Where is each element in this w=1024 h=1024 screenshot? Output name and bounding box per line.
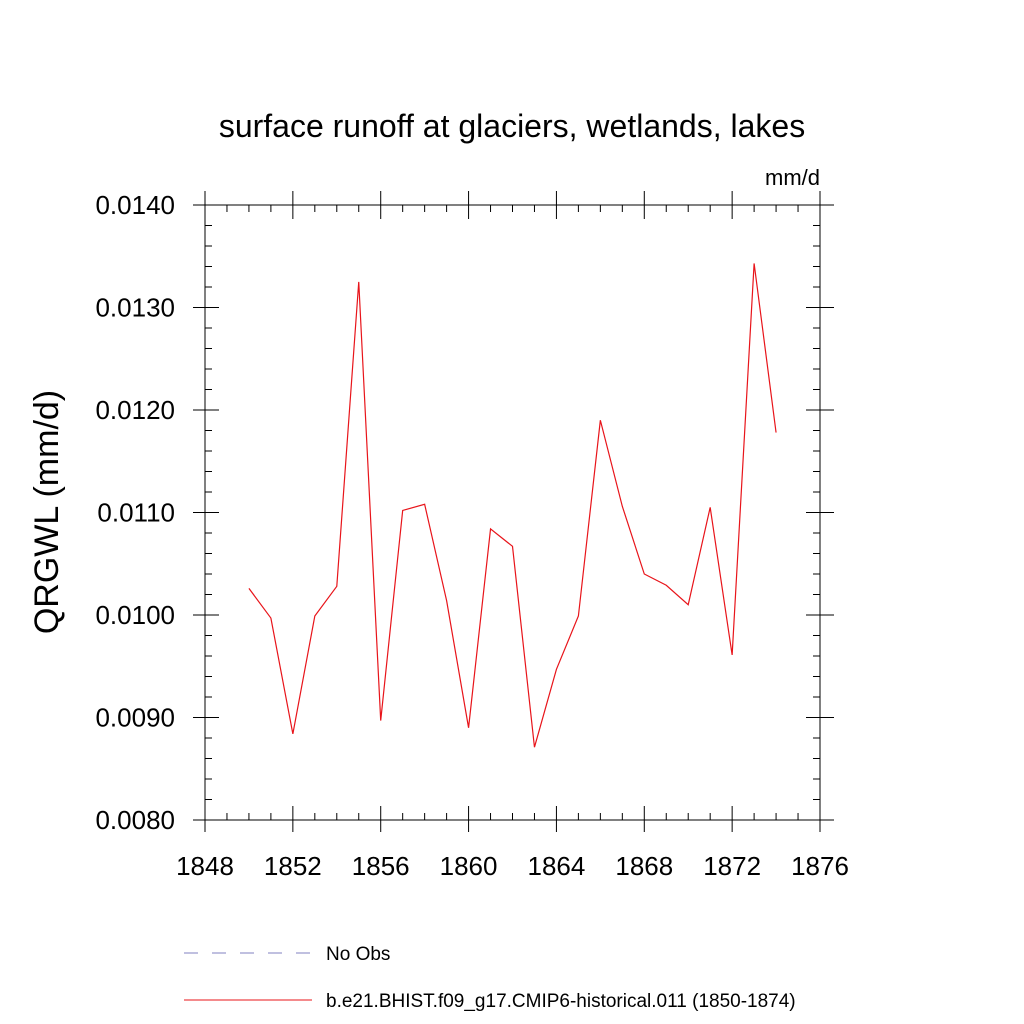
axis-tick-labels: 1848 1852 1856 1860 1864 1868 1872 1876 0.0080 0.…	[95, 190, 848, 881]
x-tick-label: 1868	[615, 851, 673, 881]
axis-ticks	[193, 191, 834, 832]
x-tick-label: 1876	[791, 851, 849, 881]
legend-label: No Obs	[326, 944, 390, 965]
y-tick-label: 0.0130	[95, 293, 175, 323]
y-axis-label: QRGWL (mm/d)	[28, 390, 66, 634]
legend: No Obs b.e21.BHIST.f09_g17.CMIP6-historic…	[184, 944, 796, 1012]
plot-frame	[204, 204, 821, 821]
y-tick-label: 0.0140	[95, 190, 175, 220]
x-tick-label: 1848	[176, 851, 234, 881]
y-tick-label: 0.0110	[97, 498, 175, 528]
chart-title: surface runoff at glaciers, wetlands, la…	[219, 108, 805, 144]
y-tick-label: 0.0120	[95, 395, 175, 425]
x-tick-label: 1864	[528, 851, 586, 881]
units-label: mm/d	[765, 165, 820, 190]
x-tick-label: 1856	[352, 851, 410, 881]
x-tick-label: 1852	[264, 851, 322, 881]
x-tick-label: 1860	[440, 851, 498, 881]
y-tick-label: 0.0080	[95, 805, 175, 835]
series-line	[248, 263, 777, 748]
x-tick-label: 1872	[703, 851, 761, 881]
series-layer	[248, 263, 777, 748]
y-tick-label: 0.0100	[95, 600, 175, 630]
y-tick-label: 0.0090	[95, 703, 175, 733]
legend-label: b.e21.BHIST.f09_g17.CMIP6-historical.011…	[326, 991, 796, 1012]
